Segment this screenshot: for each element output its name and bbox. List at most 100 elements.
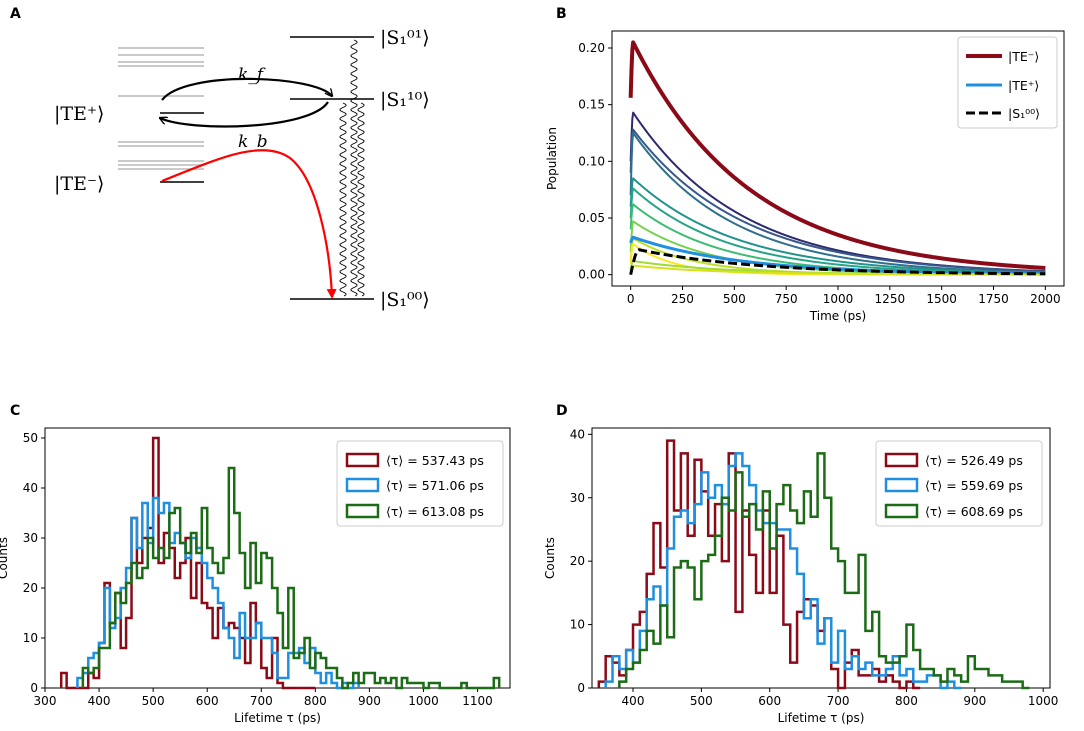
series-line bbox=[628, 40, 1047, 270]
panel-label-d: D bbox=[556, 403, 568, 419]
x-tick-label: 700 bbox=[250, 694, 273, 708]
x-tick-label: 1100 bbox=[462, 694, 493, 708]
te-minus-label: |TE⁻⟩ bbox=[54, 173, 104, 195]
histogram-step bbox=[618, 452, 1030, 690]
legend-b: |TE⁻⟩ |TE⁺⟩ |S₁⁰⁰⟩ bbox=[957, 36, 1058, 129]
te-plus-label: |TE⁺⟩ bbox=[54, 103, 104, 125]
x-tick-label: 1250 bbox=[875, 292, 906, 306]
wavy-relaxation-line bbox=[339, 102, 347, 297]
y-tick-label: 0.20 bbox=[578, 41, 605, 55]
legend-swatch-red bbox=[345, 452, 380, 468]
y-tick-label: 0.15 bbox=[578, 98, 605, 112]
x-tick-label: 500 bbox=[690, 694, 713, 708]
x-tick-label: 1000 bbox=[1028, 694, 1059, 708]
series-line bbox=[629, 248, 1047, 276]
legend-label-green: ⟨τ⟩ = 613.08 ps bbox=[386, 504, 484, 519]
y-tick-label: 0 bbox=[30, 681, 38, 695]
y-tick-label: 0.10 bbox=[578, 154, 605, 168]
plot-frame bbox=[591, 427, 1051, 689]
x-tick-label: 750 bbox=[775, 292, 798, 306]
s00-label: |S₁⁰⁰⟩ bbox=[380, 289, 430, 311]
y-tick-label: 10 bbox=[570, 618, 585, 632]
x-tick-label: 700 bbox=[827, 694, 850, 708]
lifetime-histogram-d: 400 500 600 700 800 900 1000 0 10 20 30 40 Lifetime … bbox=[543, 427, 1058, 725]
grey-upper-levels bbox=[118, 47, 204, 170]
s10-label: |S₁¹⁰⟩ bbox=[380, 89, 430, 111]
x-tick-label: 500 bbox=[723, 292, 746, 306]
state-labels: |TE⁺⟩ |TE⁻⟩ |S₁⁰¹⟩ |S₁¹⁰⟩ |S₁⁰⁰⟩ k_f k_b bbox=[54, 27, 430, 311]
histogram-step bbox=[81, 466, 501, 690]
legend-label-te-minus: |TE⁻⟩ bbox=[1008, 49, 1039, 64]
legend-swatch-red bbox=[884, 452, 919, 468]
s01-label: |S₁⁰¹⟩ bbox=[380, 27, 430, 49]
legend-label-green: ⟨τ⟩ = 608.69 ps bbox=[925, 504, 1023, 519]
x-tick-label: 1000 bbox=[408, 694, 439, 708]
x-tick-label: 1500 bbox=[926, 292, 957, 306]
x-tick-label: 600 bbox=[758, 694, 781, 708]
wavy-relaxation-line bbox=[357, 102, 365, 297]
y-tick-label: 30 bbox=[570, 491, 585, 505]
legend-label-blue: ⟨τ⟩ = 559.69 ps bbox=[925, 478, 1023, 493]
x-axis-label: Lifetime τ (ps) bbox=[778, 711, 865, 725]
y-tick-label: 0.00 bbox=[578, 268, 605, 282]
population-chart: 0 250 500 750 1000 1250 1500 1750 2000 0.00 0.05 0.… bbox=[545, 30, 1065, 323]
y-axis-label: Population bbox=[545, 127, 559, 190]
y-tick-label: 40 bbox=[570, 427, 585, 441]
plot-frame bbox=[44, 427, 511, 689]
x-tick-label: 1000 bbox=[823, 292, 854, 306]
x-axis-label: Time (ps) bbox=[809, 309, 866, 323]
legend-swatch-blue bbox=[884, 477, 919, 493]
histogram-step bbox=[59, 436, 316, 690]
y-tick-label: 0.05 bbox=[578, 211, 605, 225]
y-axis-label: Counts bbox=[543, 537, 557, 579]
y-tick-label: 30 bbox=[23, 531, 38, 545]
kf-forward-arrow bbox=[161, 77, 332, 101]
x-tick-label: 300 bbox=[34, 694, 57, 708]
kb-red-arrow bbox=[161, 149, 337, 299]
x-tick-label: 800 bbox=[895, 694, 918, 708]
legend-swatch-green bbox=[884, 503, 919, 519]
kb-label: k_b bbox=[238, 132, 268, 152]
legend-label-red: ⟨τ⟩ = 537.43 ps bbox=[386, 453, 484, 468]
x-tick-label: 0 bbox=[627, 292, 635, 306]
x-tick-label: 500 bbox=[142, 694, 165, 708]
legend-d: ⟨τ⟩ = 526.49 ps ⟨τ⟩ = 559.69 ps ⟨τ⟩ = 60… bbox=[875, 440, 1043, 527]
x-tick-label: 400 bbox=[622, 694, 645, 708]
legend-label-blue: ⟨τ⟩ = 571.06 ps bbox=[386, 478, 484, 493]
x-tick-label: 900 bbox=[963, 694, 986, 708]
x-tick-label: 800 bbox=[304, 694, 327, 708]
wavy-relaxation-line bbox=[350, 39, 358, 297]
x-tick-label: 400 bbox=[88, 694, 111, 708]
legend-label-red: ⟨τ⟩ = 526.49 ps bbox=[925, 453, 1023, 468]
y-tick-label: 20 bbox=[23, 581, 38, 595]
x-tick-label: 2000 bbox=[1030, 292, 1061, 306]
y-axis-label: Counts bbox=[0, 537, 10, 579]
legend-frame bbox=[957, 36, 1058, 129]
panel-label-b: B bbox=[556, 6, 567, 22]
x-tick-label: 1750 bbox=[978, 292, 1009, 306]
x-tick-label: 600 bbox=[196, 694, 219, 708]
legend-c: ⟨τ⟩ = 537.43 ps ⟨τ⟩ = 571.06 ps ⟨τ⟩ = 61… bbox=[336, 440, 504, 527]
y-tick-label: 10 bbox=[23, 631, 38, 645]
legend-label-te-plus: |TE⁺⟩ bbox=[1008, 78, 1039, 93]
panel-b: B 0 250 500 750 1000 1250 1500 1750 2000 0.00 0.05… bbox=[545, 6, 1065, 323]
x-axis-label: Lifetime τ (ps) bbox=[234, 711, 321, 725]
x-tick-label: 900 bbox=[358, 694, 381, 708]
kf-back-arrow bbox=[160, 101, 329, 128]
histogram-step bbox=[597, 439, 921, 690]
panel-c: C 300 400 500 600 700 800 900 1000 1100 0 10 20 30 40… bbox=[0, 403, 511, 725]
legend-swatch-green bbox=[345, 503, 380, 519]
y-tick-label: 20 bbox=[570, 554, 585, 568]
panel-a: A |TE⁺⟩ |TE⁻⟩ |S₁⁰¹⟩ |S₁¹⁰⟩ |S₁⁰⁰⟩ k_f k… bbox=[10, 6, 430, 311]
panel-label-a: A bbox=[10, 6, 21, 22]
legend-swatch-blue bbox=[345, 477, 380, 493]
y-tick-label: 40 bbox=[23, 481, 38, 495]
panel-label-c: C bbox=[10, 403, 20, 419]
y-tick-label: 50 bbox=[23, 431, 38, 445]
series-line bbox=[629, 128, 1046, 273]
panel-d: D 400 500 600 700 800 900 1000 0 10 20 30 40 Lifetim… bbox=[543, 403, 1058, 725]
legend-label-s00: |S₁⁰⁰⟩ bbox=[1008, 106, 1040, 121]
series-line bbox=[629, 177, 1046, 274]
x-tick-label: 250 bbox=[671, 292, 694, 306]
